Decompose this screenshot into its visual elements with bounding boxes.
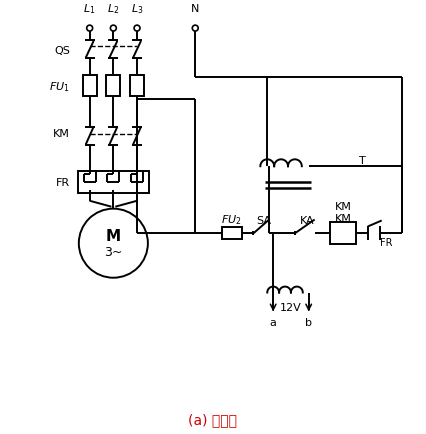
Bar (83, 76, 97, 97)
Circle shape (134, 26, 140, 32)
Text: 12V: 12V (280, 302, 302, 312)
Text: QS: QS (54, 46, 70, 56)
Text: $FU_1$: $FU_1$ (49, 80, 70, 94)
Text: $FU_2$: $FU_2$ (222, 213, 242, 227)
Text: a: a (270, 317, 276, 327)
Text: KA: KA (299, 215, 314, 225)
Text: $L_1$: $L_1$ (83, 3, 96, 16)
Text: N: N (191, 4, 199, 14)
Text: b: b (305, 317, 312, 327)
Text: FR: FR (380, 238, 392, 248)
Circle shape (79, 209, 148, 278)
Bar (130, 76, 144, 97)
Text: M: M (106, 228, 121, 243)
Bar (78, 172, 149, 194)
Text: KM: KM (53, 128, 70, 138)
Text: KM: KM (335, 201, 352, 211)
Text: (a) 主回路: (a) 主回路 (188, 412, 238, 426)
Text: 3~: 3~ (104, 245, 123, 258)
Circle shape (87, 26, 92, 32)
Text: $L_2$: $L_2$ (107, 3, 120, 16)
Text: $L_3$: $L_3$ (131, 3, 143, 16)
Text: T: T (359, 156, 366, 166)
Text: FR: FR (56, 178, 70, 187)
Text: KM: KM (335, 213, 352, 223)
Bar (106, 76, 120, 97)
Circle shape (110, 26, 116, 32)
Bar (331, 223, 356, 245)
Circle shape (192, 26, 198, 32)
Text: SA: SA (256, 215, 271, 225)
Bar (222, 228, 242, 240)
